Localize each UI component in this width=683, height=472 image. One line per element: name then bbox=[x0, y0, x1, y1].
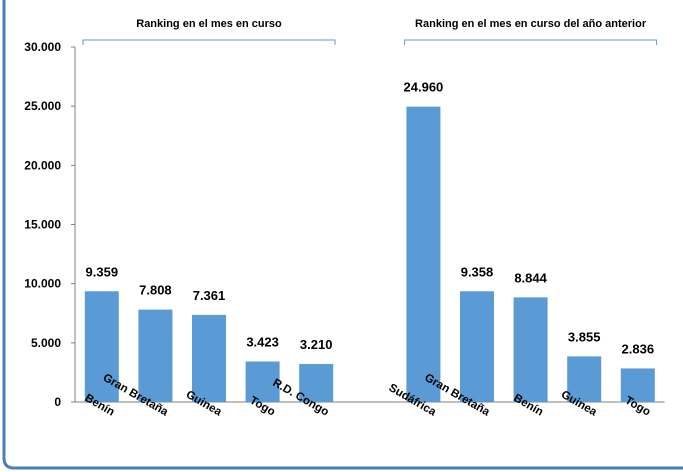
value-label: 8.844 bbox=[514, 270, 547, 285]
group-label: Ranking en el mes en curso del año anter… bbox=[415, 18, 647, 30]
group-bracket bbox=[82, 39, 336, 45]
value-label: 24.960 bbox=[404, 80, 444, 95]
bar bbox=[138, 309, 173, 402]
y-tick-label: 0 bbox=[54, 395, 61, 409]
value-label: 9.358 bbox=[461, 264, 494, 279]
value-label: 7.361 bbox=[193, 288, 226, 303]
y-tick-label: 25.000 bbox=[24, 99, 61, 113]
bar bbox=[567, 356, 602, 402]
bar bbox=[513, 297, 548, 402]
bar bbox=[84, 291, 119, 402]
value-label: 7.808 bbox=[139, 283, 172, 298]
value-label: 3.210 bbox=[300, 337, 333, 352]
group-label: Ranking en el mes en curso bbox=[136, 18, 282, 30]
y-tick-label: 5.000 bbox=[31, 336, 61, 350]
group-bracket bbox=[404, 39, 658, 45]
bar bbox=[620, 368, 655, 402]
value-label: 2.836 bbox=[622, 341, 655, 356]
bar bbox=[406, 106, 441, 402]
y-tick-label: 10.000 bbox=[24, 277, 61, 291]
value-label: 3.855 bbox=[568, 329, 601, 344]
bar bbox=[245, 361, 280, 402]
bar bbox=[192, 314, 226, 402]
y-tick-label: 20.000 bbox=[24, 158, 61, 172]
value-label: 3.423 bbox=[246, 334, 279, 349]
y-tick-label: 30.000 bbox=[24, 40, 61, 54]
bar bbox=[299, 364, 334, 402]
bar bbox=[460, 291, 494, 402]
y-tick-label: 15.000 bbox=[24, 218, 61, 232]
value-label: 9.359 bbox=[86, 264, 119, 279]
